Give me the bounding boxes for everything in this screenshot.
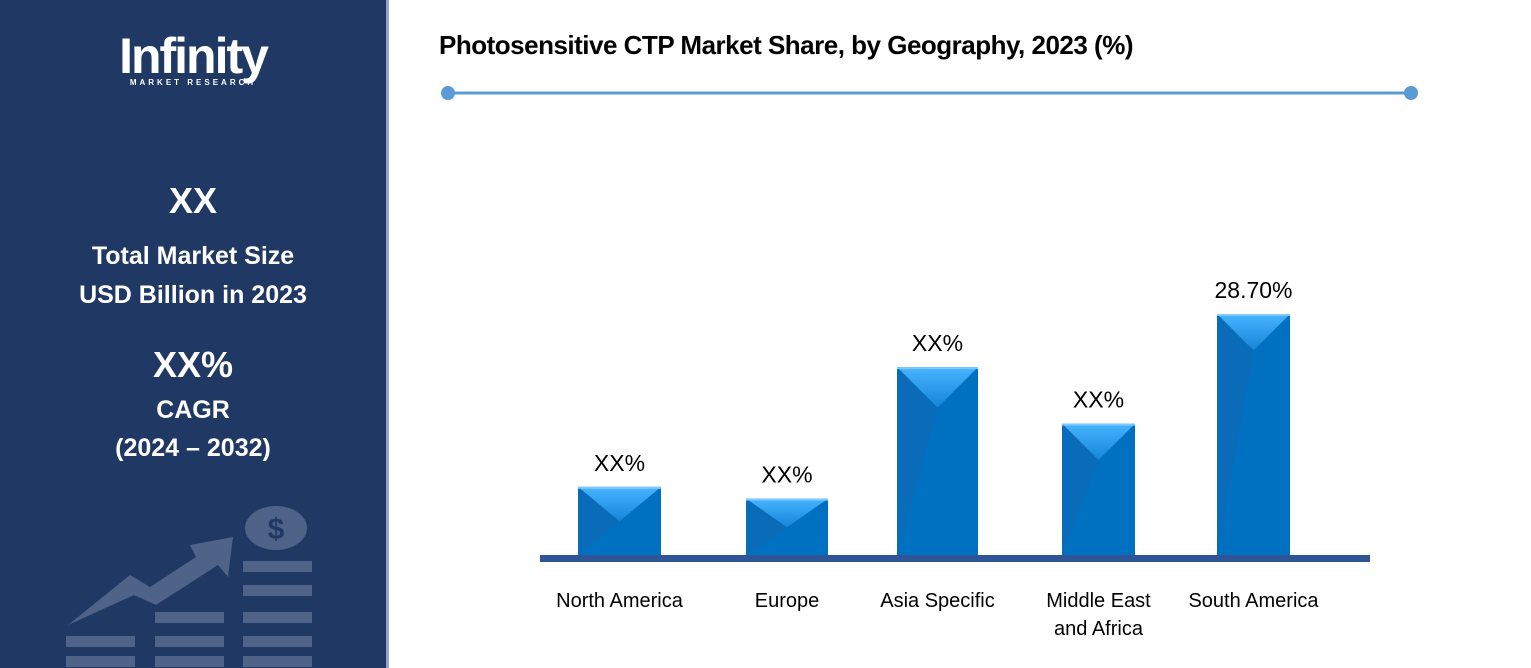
bar-top-bevel	[578, 486, 661, 522]
category-label: Asia Specific	[880, 590, 995, 612]
x-axis-line	[540, 555, 1370, 562]
svg-text:$: $	[268, 513, 285, 546]
underline-dot-left	[441, 86, 455, 100]
market-size-label: Total Market Size	[91, 242, 295, 270]
data-label: 28.70%	[1214, 277, 1292, 303]
bar-top-bevel	[897, 367, 978, 408]
bar-top-edge	[1062, 423, 1135, 426]
bar-side-bevel	[1217, 314, 1254, 556]
data-label: XX%	[594, 450, 645, 476]
data-label: XX%	[912, 330, 963, 356]
cagr-period: (2024 – 2032)	[115, 434, 271, 462]
chart-area: Photosensitive CTP Market Share, by Geog…	[389, 0, 1531, 668]
category-label: North America	[556, 590, 684, 612]
cagr-label: CAGR	[156, 396, 230, 424]
data-label: XX%	[1073, 387, 1124, 413]
logo-text: Infinity	[119, 28, 269, 84]
category-label: and Africa	[1054, 618, 1144, 640]
bar-top-edge	[1217, 314, 1290, 316]
logo-subtext: MARKET RESEARCH	[129, 78, 257, 87]
category-label: South America	[1188, 590, 1319, 612]
bar-top-edge	[578, 486, 661, 489]
bar-top-bevel	[746, 498, 828, 528]
bar-side-bevel	[897, 367, 938, 556]
bar-top-bevel	[1062, 423, 1135, 461]
category-label: Middle East	[1046, 590, 1151, 612]
bar-side-bevel	[1062, 423, 1099, 556]
category-label: Europe	[755, 590, 820, 612]
cagr-value: XX%	[152, 344, 234, 385]
bar-chart: XX% North America XX% Europe XX% Asia Specifi…	[441, 86, 1418, 640]
bar-side-bevel	[578, 486, 620, 556]
bar-top-edge	[746, 498, 828, 501]
growth-chart-dollar-icon: $	[66, 506, 312, 667]
underline-dot-right	[1404, 86, 1418, 100]
chart-title: Photosensitive CTP Market Share, by Geog…	[439, 30, 1134, 60]
market-size-value: XX	[168, 180, 218, 221]
bar-top-edge	[897, 367, 978, 370]
bar-top-bevel	[1217, 314, 1290, 351]
data-label: XX%	[761, 462, 812, 488]
market-size-unit: USD Billion in 2023	[79, 281, 307, 309]
sidebar-panel: Infinity MARKET RESEARCH XX Total Market…	[0, 0, 389, 668]
bar-side-bevel	[746, 498, 787, 556]
logo: Infinity MARKET RESEARCH	[0, 30, 386, 87]
